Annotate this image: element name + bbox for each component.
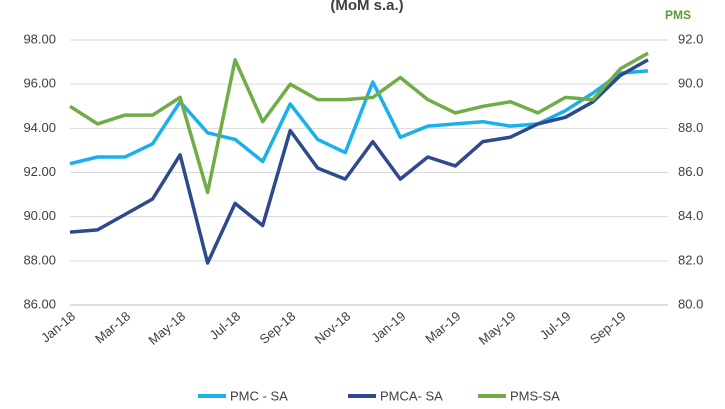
y-tick-label: 94.00 [23, 120, 56, 135]
legend-label: PMC - SA [230, 388, 288, 403]
y2-tick-label: 92.0 [678, 31, 703, 46]
series-line [69, 58, 649, 265]
x-tick-label: Jul-18 [207, 308, 244, 342]
x-tick-label: Jul-19 [537, 308, 574, 342]
y2-tick-label: 82.0 [678, 252, 703, 267]
y2-tick-label: 80.0 [678, 296, 703, 311]
series-line [69, 69, 649, 166]
x-tick-label: Sep-18 [257, 308, 299, 346]
y2-tick-label: 86.0 [678, 164, 703, 179]
legend-label: PMS-SA [510, 388, 560, 403]
x-tick-label: May-18 [145, 308, 188, 347]
x-tick-label: May-19 [476, 308, 519, 347]
x-tick-label: Jan-19 [368, 308, 408, 345]
y2-tick-label: 88.0 [678, 120, 703, 135]
x-tick-label: Nov-18 [312, 308, 354, 346]
series-line [69, 51, 649, 195]
y2-tick-label: 84.0 [678, 208, 703, 223]
chart-title: (MoM s.a.) [330, 0, 403, 14]
x-tick-label: Mar-18 [92, 308, 133, 346]
y-tick-label: 92.00 [23, 164, 56, 179]
x-tick-label: Jan-18 [38, 308, 78, 345]
y-tick-label: 90.00 [23, 208, 56, 223]
x-tick-label: Mar-19 [422, 308, 463, 346]
x-tick-label: Sep-19 [587, 308, 629, 346]
y-tick-label: 86.00 [23, 296, 56, 311]
y-tick-label: 98.00 [23, 31, 56, 46]
y2-axis-label: PMS [665, 8, 691, 22]
y2-tick-label: 90.0 [678, 76, 703, 91]
y-tick-label: 88.00 [23, 252, 56, 267]
legend-label: PMCA- SA [380, 388, 443, 403]
y-tick-label: 96.00 [23, 76, 56, 91]
